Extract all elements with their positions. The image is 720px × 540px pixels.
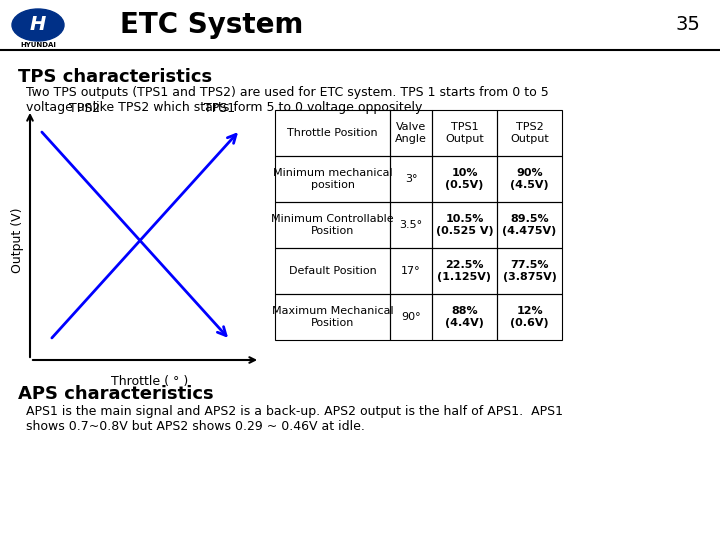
Text: TPS1
Output: TPS1 Output (445, 122, 484, 144)
Text: 17°: 17° (401, 266, 420, 276)
Text: Valve
Angle: Valve Angle (395, 122, 427, 144)
Text: 12%
(0.6V): 12% (0.6V) (510, 306, 549, 328)
Bar (497, 248, 562, 294)
Text: Throttle Position: Throttle Position (287, 128, 378, 138)
Text: 89.5%
(4.475V): 89.5% (4.475V) (503, 214, 557, 236)
Text: ETC System: ETC System (120, 11, 303, 39)
Text: 90%
(4.5V): 90% (4.5V) (510, 168, 549, 190)
Bar (390, 294, 432, 340)
Text: Output (V): Output (V) (12, 207, 24, 273)
Bar (497, 202, 562, 248)
Bar (497, 110, 562, 156)
Text: Minimum Controllable
Position: Minimum Controllable Position (271, 214, 394, 236)
Ellipse shape (12, 9, 64, 41)
Text: Default Position: Default Position (289, 266, 377, 276)
Text: TPS2: TPS2 (69, 102, 101, 115)
Bar (432, 110, 497, 156)
Text: APS1 is the main signal and APS2 is a back-up. APS2 output is the half of APS1. : APS1 is the main signal and APS2 is a ba… (26, 405, 563, 433)
Text: Maximum Mechanical
Position: Maximum Mechanical Position (271, 306, 393, 328)
Text: 90°: 90° (401, 312, 420, 322)
Text: 3°: 3° (405, 174, 418, 184)
Text: 10%
(0.5V): 10% (0.5V) (445, 168, 484, 190)
Bar (275, 248, 390, 294)
Bar (497, 294, 562, 340)
Text: HYUNDAI: HYUNDAI (20, 42, 56, 48)
Text: Throttle ( ° ): Throttle ( ° ) (112, 375, 189, 388)
Text: 35: 35 (675, 16, 700, 35)
Bar (390, 248, 432, 294)
Bar (275, 110, 390, 156)
Bar (390, 202, 432, 248)
Text: TPS1: TPS1 (204, 102, 235, 115)
Text: Two TPS outputs (TPS1 and TPS2) are used for ETC system. TPS 1 starts from 0 to : Two TPS outputs (TPS1 and TPS2) are used… (26, 86, 549, 114)
Text: 88%
(4.4V): 88% (4.4V) (445, 306, 484, 328)
Bar (497, 156, 562, 202)
Text: 3.5°: 3.5° (400, 220, 423, 230)
Bar (275, 202, 390, 248)
Text: 77.5%
(3.875V): 77.5% (3.875V) (503, 260, 557, 282)
Text: TPS characteristics: TPS characteristics (18, 68, 212, 86)
Bar (432, 156, 497, 202)
Bar (0, 0, 720, 50)
Text: 22.5%
(1.125V): 22.5% (1.125V) (438, 260, 492, 282)
Bar (275, 156, 390, 202)
Bar (275, 294, 390, 340)
Text: Minimum mechanical
position: Minimum mechanical position (273, 168, 392, 190)
Bar (432, 202, 497, 248)
Bar (390, 156, 432, 202)
Text: TPS2
Output: TPS2 Output (510, 122, 549, 144)
Bar (390, 110, 432, 156)
Bar (432, 294, 497, 340)
Text: H: H (30, 16, 46, 35)
Bar (432, 248, 497, 294)
Text: APS characteristics: APS characteristics (18, 385, 214, 403)
Text: 10.5%
(0.525 V): 10.5% (0.525 V) (436, 214, 493, 236)
